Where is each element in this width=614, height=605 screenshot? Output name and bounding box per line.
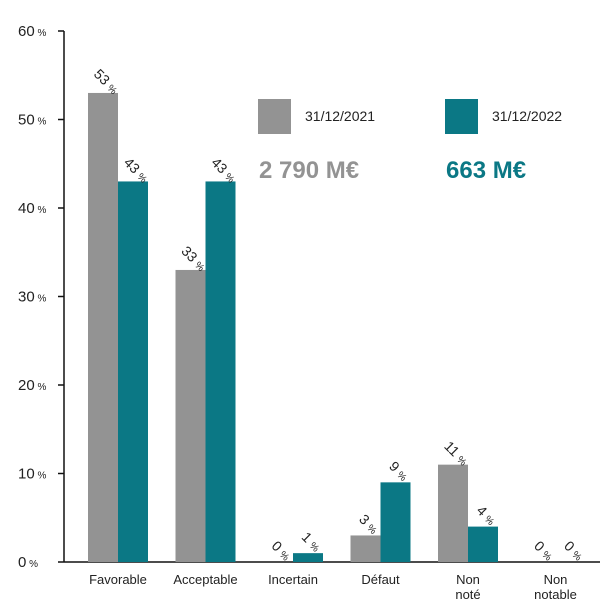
bar-series-2022 (380, 482, 411, 562)
bar-series-2021 (175, 269, 206, 562)
total-amount: 2 790 M€ (259, 157, 359, 184)
legend-swatch (258, 99, 291, 134)
data-label: 0 % (561, 538, 587, 564)
x-category-label: Non notable (534, 572, 577, 602)
data-label: 0 % (531, 538, 557, 564)
y-tick-label: 40 % (18, 200, 46, 217)
bar-series-2022 (293, 553, 323, 562)
data-label: 33 % (178, 243, 209, 274)
bar-series-2021 (350, 535, 381, 562)
total-amount: 663 M€ (446, 157, 526, 184)
axes: 0 % 10 % 20 % 30 % 40 % 50 % 60 % Favorable Acce… (18, 23, 600, 602)
bar-series-2021 (88, 92, 118, 562)
y-tick-label: 20 % (18, 377, 46, 394)
y-tick-label: 0 % (18, 554, 38, 571)
x-category-label: Défaut (361, 572, 400, 587)
x-category-label: Favorable (89, 572, 147, 587)
data-label: 4 % (474, 502, 500, 528)
data-labels: 53 % 33 % 0 % 3 % 11 % 0 % 43 % 43 % 1 % 9 % 4 % 0 … (91, 66, 587, 564)
x-category-label: Non noté (455, 572, 480, 602)
y-tick-label: 30 % (18, 289, 46, 306)
data-label: 11 % (441, 438, 472, 469)
bar-series-2022 (118, 181, 148, 562)
data-label: 53 % (91, 66, 122, 97)
data-label: 43 % (208, 154, 239, 185)
y-tick-label: 60 % (18, 23, 46, 40)
legend-label: 31/12/2021 (305, 108, 375, 124)
bar-series-2021 (438, 464, 468, 562)
data-label: 3 % (356, 511, 382, 537)
y-tick-label: 50 % (18, 112, 46, 129)
legend-swatch (445, 99, 478, 134)
data-label: 9 % (386, 458, 412, 484)
bar-series-2022 (205, 181, 236, 562)
legend-label: 31/12/2022 (492, 108, 562, 124)
y-tick-label: 10 % (18, 466, 46, 483)
data-label: 43 % (121, 154, 152, 185)
x-category-label: Incertain (268, 572, 318, 587)
x-category-label: Acceptable (173, 572, 237, 587)
legend: 31/12/2021 2 790 M€ 31/12/2022 663 M€ (258, 99, 562, 184)
bar-series-2022 (468, 526, 498, 562)
bars (88, 92, 498, 562)
data-label: 0 % (269, 538, 295, 564)
data-label: 1 % (299, 529, 325, 555)
